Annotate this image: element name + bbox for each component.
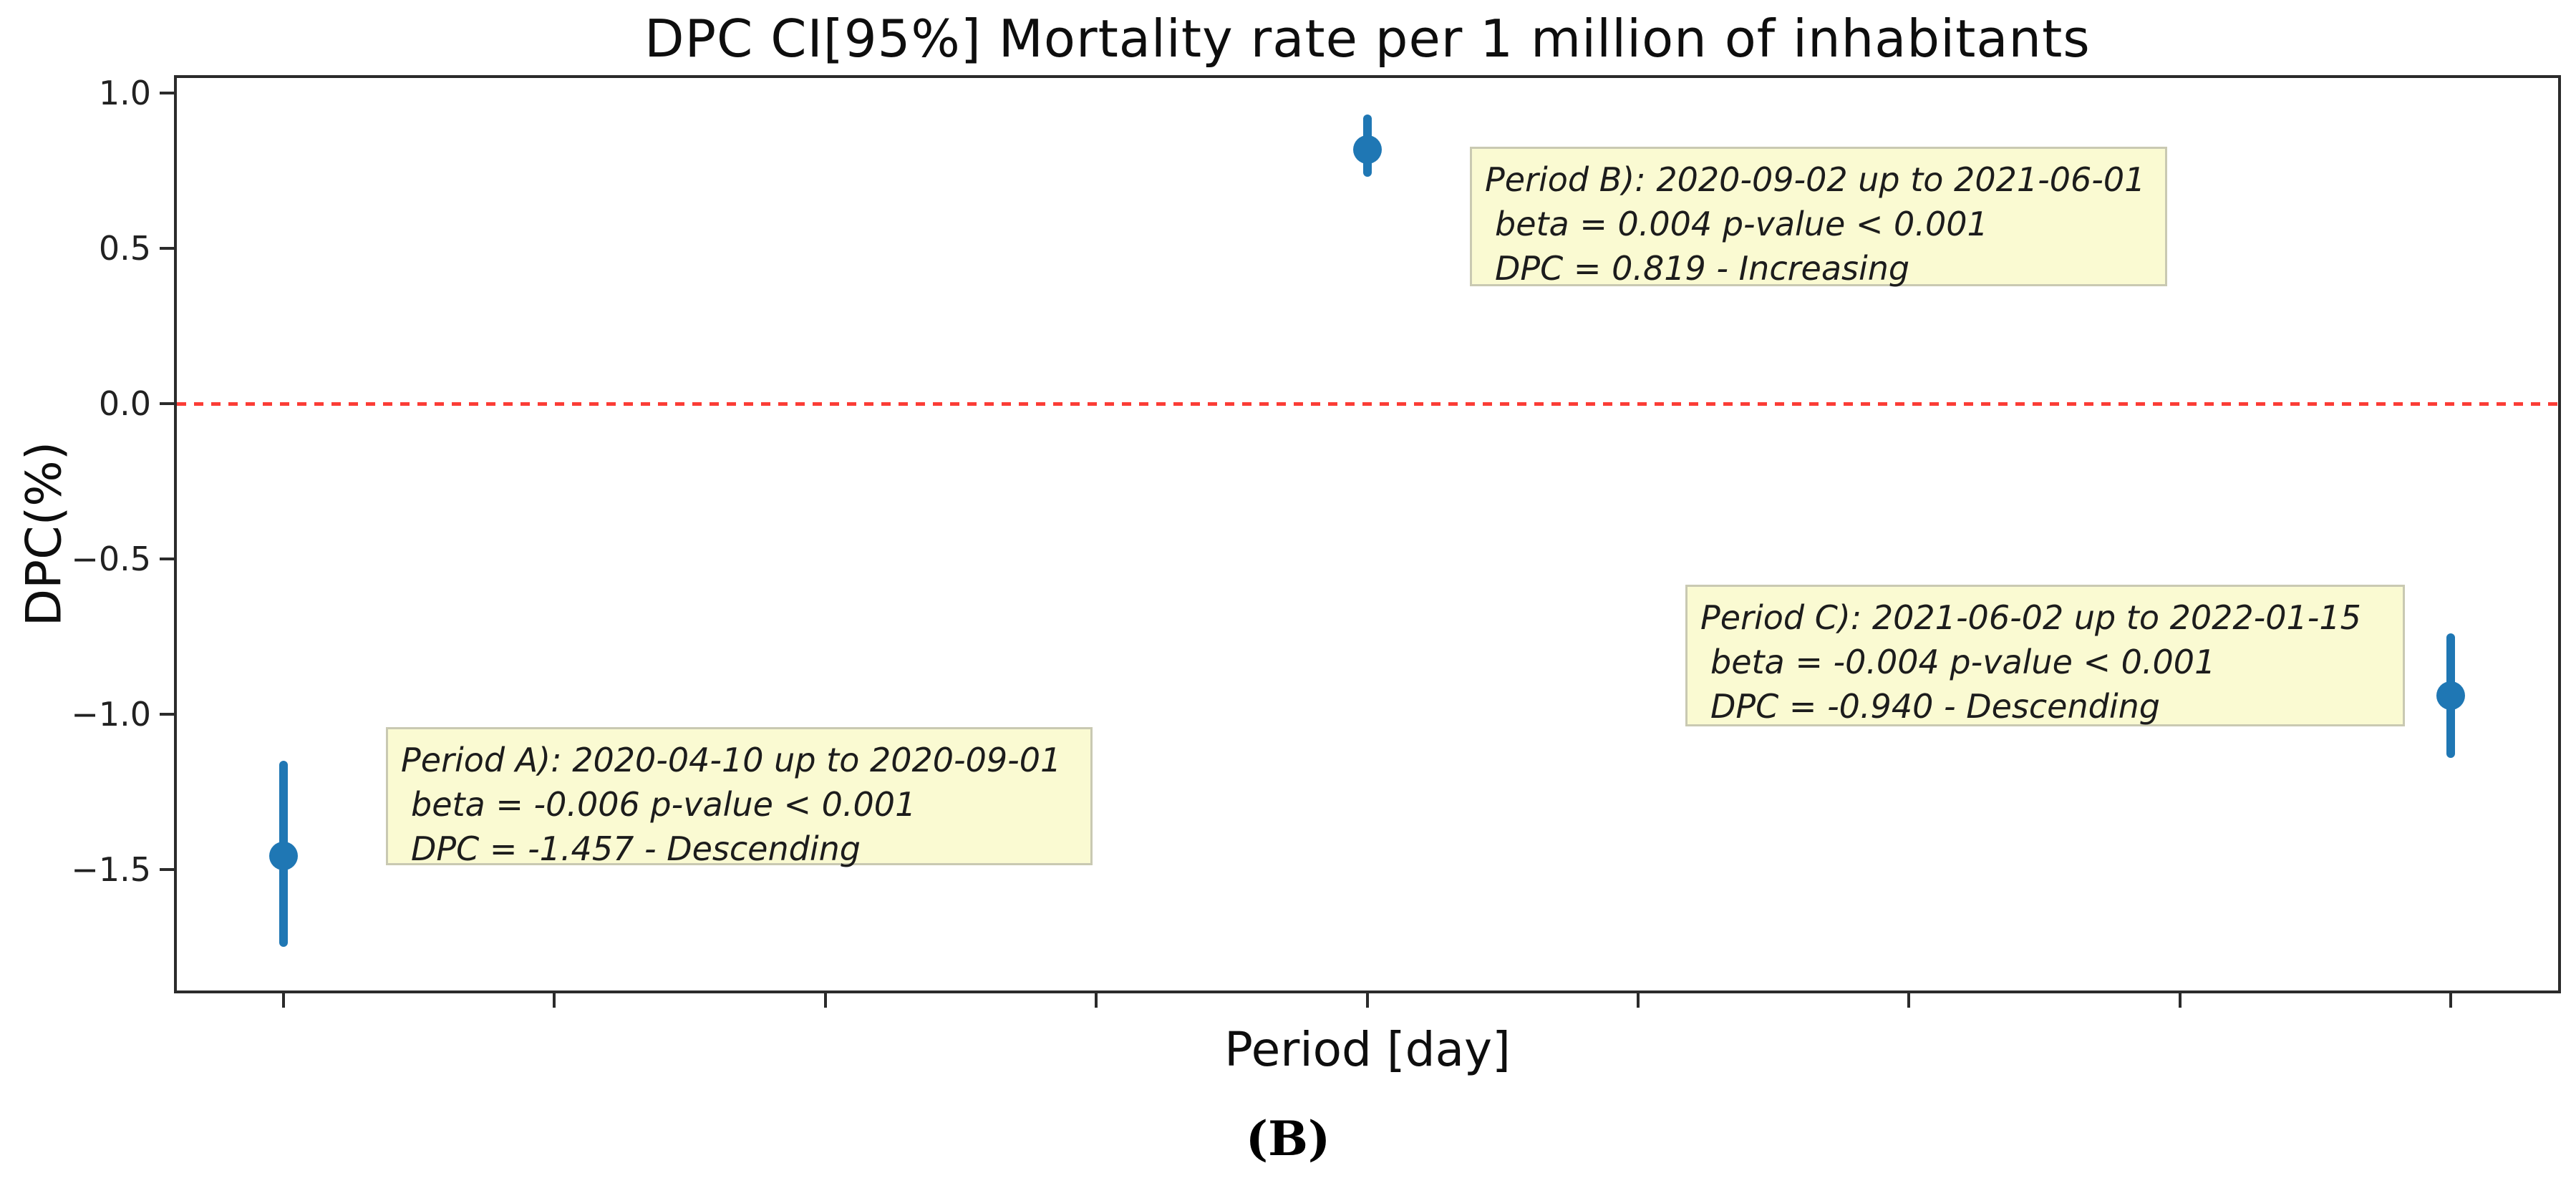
- chart-title: DPC CI[95%] Mortality rate per 1 million…: [644, 9, 2091, 69]
- x-axis-tick: [1095, 993, 1098, 1008]
- annotation-line: Period B): 2020-09-02 up to 2021-06-01: [1485, 160, 2146, 199]
- y-axis-tick: [160, 402, 174, 405]
- x-axis-tick: [1365, 993, 1369, 1008]
- x-axis-tick: [2449, 993, 2452, 1008]
- dpc-point-period-b: [1352, 135, 1382, 164]
- x-axis-tick: [1636, 993, 1640, 1008]
- annotation-period-b: Period B): 2020-09-02 up to 2021-06-01 b…: [1470, 147, 2167, 288]
- x-axis-tick: [823, 993, 827, 1008]
- x-axis-tick: [2178, 993, 2182, 1008]
- x-axis-tick: [553, 993, 556, 1008]
- y-axis-tick: [160, 558, 174, 560]
- y-axis-tick: [160, 247, 174, 250]
- x-axis-label: Period [day]: [1224, 1022, 1511, 1077]
- x-axis-tick: [1907, 993, 1911, 1008]
- annotation-line: beta = -0.006 p-value < 0.001: [411, 785, 916, 824]
- zero-reference-line: [177, 402, 2558, 406]
- annotation-line: DPC = -0.940 - Descending: [1710, 687, 2160, 726]
- y-axis-label: DPC(%): [16, 441, 73, 627]
- y-tick-label: −1.0: [71, 695, 151, 734]
- annotation-line: beta = -0.004 p-value < 0.001: [1710, 643, 2216, 681]
- y-tick-label: 0.0: [98, 384, 151, 423]
- figure-caption: (B): [1245, 1111, 1331, 1167]
- dpc-point-period-a: [269, 842, 298, 871]
- annotation-line: beta = 0.004 p-value < 0.001: [1495, 205, 1988, 243]
- y-tick-label: −1.5: [71, 850, 151, 889]
- annotation-period-c: Period C): 2021-06-02 up to 2022-01-15 b…: [1685, 585, 2405, 726]
- plot-area: Period A): 2020-04-10 up to 2020-09-01 b…: [71, 74, 2561, 1008]
- dpc-point-period-c: [2436, 681, 2465, 710]
- annotation-period-a: Period A): 2020-04-10 up to 2020-09-01 b…: [386, 727, 1093, 868]
- annotation-line: Period A): 2020-04-10 up to 2020-09-01: [401, 741, 1062, 779]
- annotation-line: DPC = 0.819 - Increasing: [1495, 249, 1910, 288]
- y-tick-label: −0.5: [71, 540, 151, 578]
- x-axis-tick: [282, 993, 285, 1008]
- y-tick-label: 0.5: [98, 229, 151, 268]
- y-axis-tick: [160, 713, 174, 716]
- annotation-line: DPC = -1.457 - Descending: [411, 829, 861, 868]
- y-axis-tick: [160, 868, 174, 871]
- y-axis-tick: [160, 92, 174, 94]
- y-tick-label: 1.0: [98, 74, 151, 112]
- annotation-line: Period C): 2021-06-02 up to 2022-01-15: [1700, 598, 2361, 637]
